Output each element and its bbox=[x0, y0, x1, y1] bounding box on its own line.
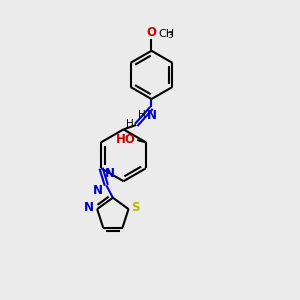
Text: H: H bbox=[126, 119, 134, 129]
Text: HO: HO bbox=[116, 133, 136, 146]
Text: O: O bbox=[146, 26, 157, 39]
Text: N: N bbox=[84, 201, 94, 214]
Text: H: H bbox=[138, 110, 146, 120]
Text: N: N bbox=[93, 184, 103, 197]
Text: N: N bbox=[105, 167, 115, 180]
Text: 3: 3 bbox=[168, 31, 173, 40]
Text: N: N bbox=[146, 109, 157, 122]
Text: CH: CH bbox=[159, 29, 175, 39]
Text: S: S bbox=[131, 201, 140, 214]
